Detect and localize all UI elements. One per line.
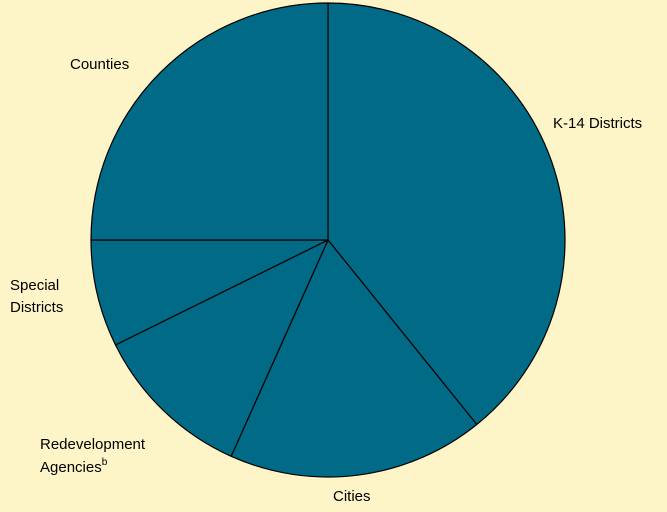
label-cities: Cities [333, 488, 371, 505]
label-special-districts: Special Districts [10, 277, 63, 316]
label-counties: Counties [70, 56, 129, 73]
pie-slice-special-districts [90, 239, 329, 346]
label-redevelopment-line1: Redevelopment [40, 436, 146, 453]
pie-slice-cities [230, 239, 478, 478]
label-redevelopment-line2: Agencies [40, 459, 102, 476]
label-special-line1: Special [10, 277, 59, 294]
label-redevelopment-superscript: b [102, 457, 108, 468]
label-redevelopment-agencies: Redevelopment Agenciesb [40, 436, 149, 476]
label-k14-districts: K-14 Districts [553, 115, 642, 132]
pie-slice-k-14-districts [327, 2, 566, 426]
pie-slices [90, 2, 566, 478]
pie-slice-redevelopment-agencies [114, 239, 329, 457]
pie-slice-counties [90, 2, 329, 241]
label-special-line2: Districts [10, 299, 63, 316]
